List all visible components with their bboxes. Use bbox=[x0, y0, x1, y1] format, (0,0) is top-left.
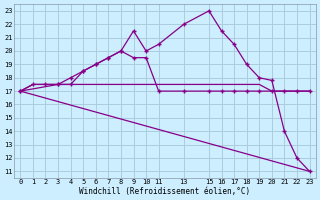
X-axis label: Windchill (Refroidissement éolien,°C): Windchill (Refroidissement éolien,°C) bbox=[79, 187, 251, 196]
